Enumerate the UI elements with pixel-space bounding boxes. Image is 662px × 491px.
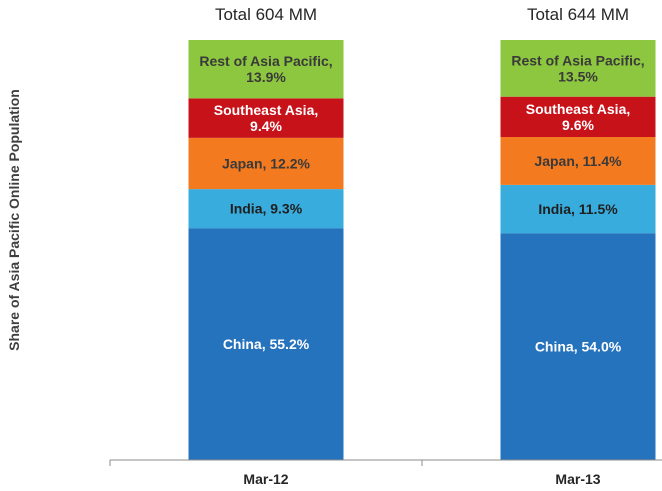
total-label-mar-12: Total 604 MM — [215, 5, 317, 24]
bar-segment-japan-mar-13 — [500, 137, 656, 185]
x-tick-label-mar-13: Mar-13 — [555, 471, 600, 487]
x-axis: Mar-12 Mar-13 — [109, 459, 662, 487]
data-label: Rest of Asia Pacific, — [511, 52, 644, 68]
data-label: China, 54.0% — [535, 339, 622, 355]
bar-segment-southeast-asia-mar-13 — [500, 96, 656, 138]
bar-segment-rest-of-asia-pacific-mar-12 — [188, 40, 344, 99]
data-label: India, 9.3% — [230, 201, 303, 217]
bar-segment-china-mar-12 — [188, 228, 344, 460]
data-label: Southeast Asia, — [526, 101, 631, 117]
bar-segment-india-mar-12 — [188, 189, 344, 229]
x-tick-label-mar-12: Mar-12 — [243, 471, 288, 487]
bars-group: China, 55.2% India, 9.3% Japan, 12.2% South… — [188, 5, 656, 460]
data-label: Southeast Asia, — [214, 102, 319, 118]
data-label: China, 55.2% — [223, 336, 310, 352]
data-label: 13.5% — [558, 68, 598, 84]
y-axis-label: Share of Asia Pacific Online Population — [6, 89, 22, 351]
bar-segment-india-mar-13 — [500, 184, 656, 234]
data-label: India, 11.5% — [538, 201, 618, 217]
bar-segment-japan-mar-12 — [188, 137, 344, 190]
data-label: Rest of Asia Pacific, — [199, 53, 332, 69]
data-label: 13.9% — [246, 69, 286, 85]
total-label-mar-13: Total 644 MM — [527, 5, 629, 24]
data-label: 9.4% — [250, 118, 282, 134]
data-label: 9.6% — [562, 117, 594, 133]
data-label: Japan, 11.4% — [534, 153, 622, 169]
bar-segment-southeast-asia-mar-12 — [188, 98, 344, 138]
data-label: Japan, 12.2% — [222, 155, 310, 171]
bar-segment-rest-of-asia-pacific-mar-13 — [500, 40, 656, 97]
bar-segment-china-mar-13 — [500, 233, 656, 460]
